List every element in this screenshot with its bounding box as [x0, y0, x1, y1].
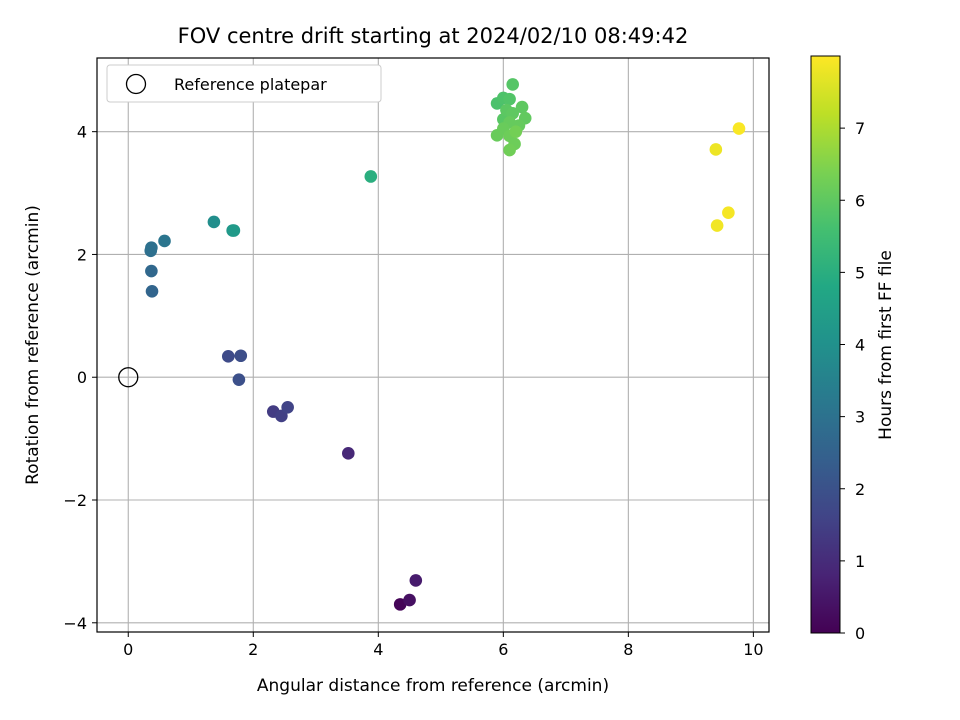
- data-point: [364, 170, 378, 183]
- chart-title: FOV centre drift starting at 2024/02/10 …: [178, 24, 689, 48]
- data-point: [158, 234, 171, 248]
- y-tick-label: 2: [77, 245, 87, 264]
- data-point: [732, 122, 746, 135]
- x-axis-ticks: 0 2 4 6 8 10: [123, 632, 764, 659]
- grid-lines: [97, 58, 769, 632]
- data-point: [341, 447, 355, 460]
- legend-label: Reference platepar: [174, 75, 327, 94]
- colorbar-tick-label: 3: [855, 408, 865, 427]
- x-tick-label: 6: [498, 640, 508, 659]
- data-point: [403, 593, 416, 607]
- y-axis-label: Rotation from reference (arcmin): [23, 205, 43, 485]
- x-axis-label: Angular distance from reference (arcmin): [257, 676, 609, 696]
- data-point: [207, 215, 221, 229]
- data-point: [409, 574, 423, 587]
- colorbar: 0 1 2 3 4 5 6 7 Hours from first FF file: [810, 55, 896, 643]
- data-point: [503, 92, 516, 106]
- data-point: [145, 264, 158, 278]
- reference-marker: [118, 367, 139, 388]
- colorbar-gradient: [810, 55, 841, 634]
- colorbar-tick-label: 2: [855, 480, 865, 499]
- y-tick-label: −4: [63, 614, 87, 633]
- data-point: [221, 350, 235, 363]
- data-point: [227, 224, 241, 237]
- x-tick-label: 2: [248, 640, 258, 659]
- data-point: [710, 219, 724, 232]
- colorbar-tick-label: 1: [855, 552, 865, 571]
- plot-frame: [96, 57, 770, 633]
- x-tick-label: 0: [123, 640, 133, 659]
- data-point: [709, 143, 723, 156]
- legend-marker: [125, 73, 147, 95]
- data-point: [509, 125, 523, 138]
- x-tick-label: 4: [373, 640, 383, 659]
- colorbar-tick-label: 6: [855, 191, 865, 210]
- data-point: [393, 598, 407, 611]
- data-point: [145, 241, 158, 254]
- data-point: [281, 401, 294, 414]
- data-point: [145, 284, 159, 298]
- colorbar-tick-label: 5: [855, 263, 865, 282]
- data-point: [722, 206, 735, 220]
- data-point: [506, 78, 520, 91]
- x-tick-label: 8: [623, 640, 633, 659]
- colorbar-ticks: 0 1 2 3 4 5 6 7: [840, 119, 865, 643]
- legend: Reference platepar: [106, 64, 382, 103]
- colorbar-tick-label: 4: [855, 336, 865, 355]
- data-point: [232, 373, 246, 386]
- data-point: [490, 129, 504, 142]
- colorbar-tick-label: 7: [855, 119, 865, 138]
- data-point: [503, 143, 516, 157]
- legend-box: [106, 64, 382, 103]
- y-tick-label: 4: [77, 123, 87, 142]
- colorbar-tick-label: 0: [855, 624, 865, 643]
- x-tick-label: 10: [743, 640, 763, 659]
- y-tick-label: 0: [77, 368, 87, 387]
- y-axis-ticks: −4 −2 0 2 4: [63, 123, 97, 633]
- y-tick-label: −2: [63, 491, 87, 510]
- colorbar-label: Hours from first FF file: [876, 250, 896, 440]
- data-point: [234, 349, 248, 363]
- data-point: [515, 100, 529, 114]
- data-points: [118, 78, 746, 611]
